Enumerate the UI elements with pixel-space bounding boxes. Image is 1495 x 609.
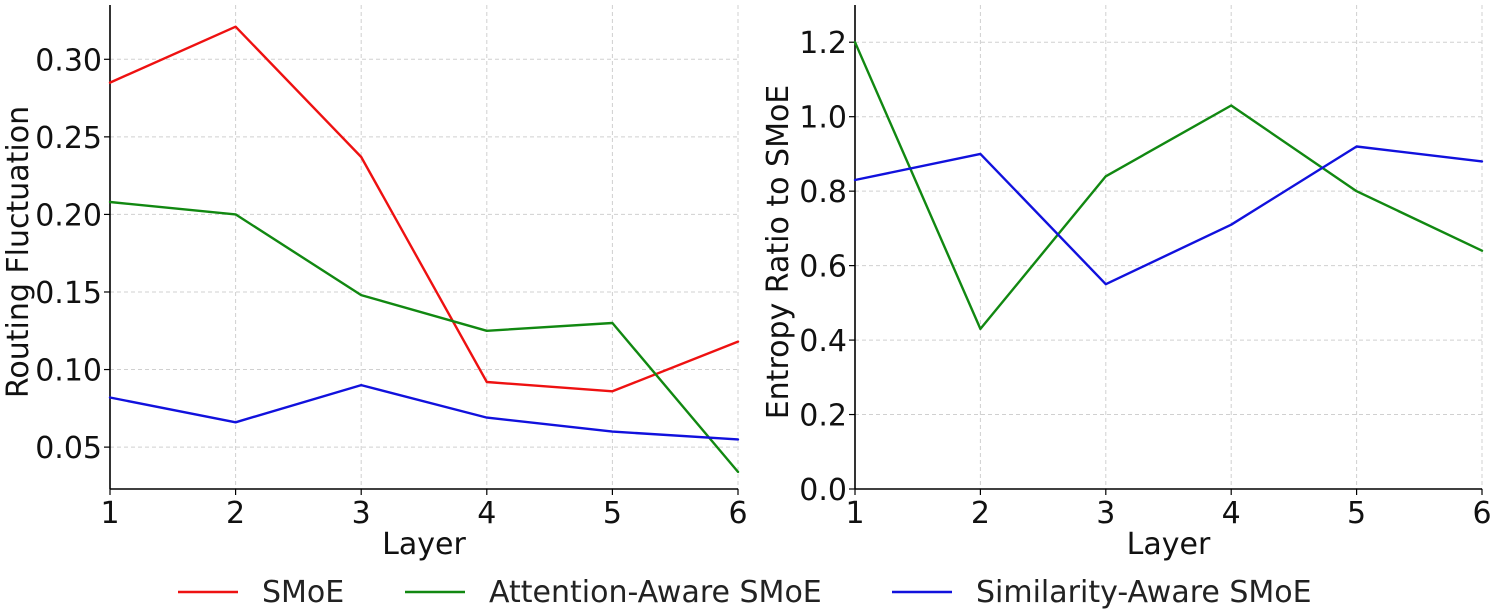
- y-tick-label: 0.6: [799, 250, 847, 285]
- y-tick-label: 1.0: [799, 101, 847, 136]
- x-tick-label: 1: [100, 496, 119, 531]
- x-tick-label: 4: [1222, 496, 1241, 531]
- y-tick-label: 0.15: [35, 276, 102, 311]
- x-tick-label: 5: [1347, 496, 1366, 531]
- y-tick-label: 0.10: [35, 354, 102, 389]
- legend-label-smoe: SMoE: [262, 575, 344, 609]
- series-line-smoe: [108, 25, 740, 393]
- y-tick-label: 1.2: [799, 26, 847, 61]
- routing-fluctuation-chart: 1 2 3 4 5 6 0.05 0.10 0.15 0.20 0.25 0.30 Layer Routi…: [1, 5, 748, 562]
- x-axis-label: Layer: [382, 527, 466, 562]
- x-tick-label: 2: [226, 496, 245, 531]
- x-tick-label: 1: [845, 496, 864, 531]
- y-axis-label: Entropy Ratio to SMoE: [761, 85, 796, 420]
- y-tick-label: 0.05: [35, 431, 102, 466]
- x-tick-label: 2: [971, 496, 990, 531]
- x-tick-label: 6: [728, 496, 747, 531]
- legend-label-similarity-aware-smoe: Similarity-Aware SMoE: [976, 575, 1312, 609]
- y-tick-label: 0.2: [799, 399, 847, 434]
- series-line-attention-aware-smoe: [108, 200, 740, 474]
- y-axis-label: Routing Fluctuation: [1, 106, 36, 398]
- y-tick-label: 0.0: [799, 473, 847, 508]
- y-tick-label: 0.30: [35, 43, 102, 78]
- y-tick-label: 0.8: [799, 175, 847, 210]
- x-tick-label: 3: [352, 496, 371, 531]
- x-axis-label: Layer: [1127, 527, 1211, 562]
- x-tick-label: 5: [603, 496, 622, 531]
- series-line-similarity-aware-smoe: [108, 383, 740, 441]
- y-tick-label: 0.20: [35, 198, 102, 233]
- legend: SMoE Attention-Aware SMoE Similarity-Aware…: [178, 575, 1312, 609]
- series-line-similarity-aware-smoe: [853, 145, 1484, 286]
- legend-label-attention-aware-smoe: Attention-Aware SMoE: [489, 575, 822, 609]
- entropy-ratio-chart: 1 2 3 4 5 6 0.0 0.2 0.4 0.6 0.8 1.0 1.2 Layer Entropy …: [761, 5, 1492, 562]
- y-tick-label: 0.25: [35, 121, 102, 156]
- y-tick-label: 0.4: [799, 324, 847, 359]
- x-tick-label: 6: [1472, 496, 1491, 531]
- x-tick-label: 3: [1096, 496, 1115, 531]
- x-tick-label: 4: [477, 496, 496, 531]
- series-line-attention-aware-smoe: [853, 41, 1484, 331]
